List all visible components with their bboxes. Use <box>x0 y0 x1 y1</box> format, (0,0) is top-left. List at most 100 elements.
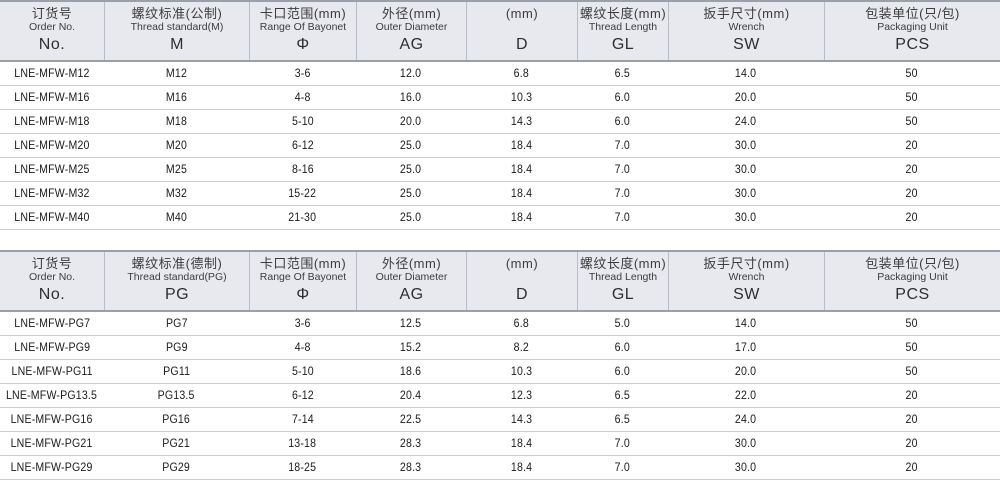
table-cell: 25.0 <box>356 206 466 229</box>
table-row: LNE-MFW-M40 M40 21-30 25.0 18.4 7.0 30.0 20 <box>0 206 1000 230</box>
cell-value: 6.5 <box>614 413 631 426</box>
column-header: 外径(mm) Outer Diameter AG <box>356 252 466 310</box>
cell-value: 12.3 <box>510 389 533 402</box>
column-label-en: Packaging Unit <box>877 271 948 283</box>
table-cell: 6.5 <box>577 408 668 431</box>
cell-value: 7.0 <box>614 437 631 450</box>
cell-value: 6.0 <box>614 91 631 104</box>
cell-value: 6.8 <box>513 67 530 80</box>
cell-value: 18.4 <box>510 461 533 474</box>
column-header-labels: 外径(mm) Outer Diameter <box>376 257 448 284</box>
table-cell: 30.0 <box>668 182 824 205</box>
table-cell: PG13.5 <box>104 384 249 407</box>
spec-table-metric: 订货号 Order No. No. 螺纹标准(公制) Thread standard(M… <box>0 0 1000 230</box>
table-cell: 7.0 <box>577 182 668 205</box>
cell-value: LNE-MFW-M40 <box>14 211 90 224</box>
table-cell: 30.0 <box>668 456 824 479</box>
table-cell: 24.0 <box>668 408 824 431</box>
cell-value: 5-10 <box>291 365 314 378</box>
column-header-labels: 螺纹标准(德制) Thread standard(PG) <box>127 257 226 284</box>
column-code: SW <box>733 36 760 53</box>
column-code: D <box>515 36 529 53</box>
column-label-en: Thread Length <box>588 21 658 33</box>
column-header-labels: 螺纹长度(mm) Thread Length <box>580 7 666 34</box>
table-cell: M18 <box>104 110 249 133</box>
cell-value: 14.0 <box>735 67 757 80</box>
cell-value: 18-25 <box>288 461 317 474</box>
table-cell: 18.4 <box>466 182 577 205</box>
cell-value: 25.0 <box>400 187 422 200</box>
table-cell: 5.0 <box>577 312 668 335</box>
cell-value: PG11 <box>162 365 190 378</box>
table-cell: LNE-MFW-M18 <box>0 110 104 133</box>
column-header-labels: 订货号 Order No. <box>29 256 75 284</box>
cell-value: 13-18 <box>288 437 317 450</box>
cell-value: 5.0 <box>614 317 631 330</box>
cell-value: PG21 <box>162 437 191 450</box>
table-cell: PG21 <box>104 432 249 455</box>
table-header-row: 订货号 Order No. No. 螺纹标准(公制) Thread standard(M… <box>0 0 1000 62</box>
table-cell: 30.0 <box>668 432 824 455</box>
table-cell: M40 <box>104 206 249 229</box>
spec-table-pg: 订货号 Order No. No. 螺纹标准(德制) Thread standard(P… <box>0 250 1000 480</box>
table-cell: 25.0 <box>356 134 466 157</box>
table-cell: 7.0 <box>577 432 668 455</box>
cell-value: 20 <box>905 187 919 200</box>
cell-value: 7.0 <box>614 163 631 176</box>
cell-value: 12.5 <box>400 317 422 330</box>
cell-value: LNE-MFW-M16 <box>14 91 90 104</box>
table-cell: 20 <box>824 134 1000 157</box>
cell-value: 6.0 <box>614 341 631 354</box>
column-header: 扳手尺寸(mm) Wrench SW <box>668 2 824 60</box>
cell-value: 17.0 <box>735 341 757 354</box>
cell-value: 50 <box>905 67 919 80</box>
cell-value: M16 <box>165 91 188 104</box>
table-cell: 3-6 <box>249 62 356 85</box>
column-header-labels: 螺纹标准(公制) Thread standard(M) <box>130 7 224 34</box>
table-cell: 50 <box>824 336 1000 359</box>
table-cell: 14.0 <box>668 62 824 85</box>
cell-value: LNE-MFW-M25 <box>14 163 90 176</box>
column-label-en: Wrench <box>728 21 765 33</box>
column-header-labels: 订货号 Order No. <box>29 7 75 34</box>
cell-value: 25.0 <box>400 211 422 224</box>
cell-value: 24.0 <box>735 413 757 426</box>
cell-value: 28.3 <box>400 461 422 474</box>
column-header: 卡口范围(mm) Range Of Bayonet Φ <box>249 2 356 60</box>
table-cell: 6.5 <box>577 384 668 407</box>
column-header-labels: 外径(mm) Outer Diameter <box>376 7 448 34</box>
table-cell: LNE-MFW-M25 <box>0 158 104 181</box>
cell-value: 15-22 <box>288 187 317 200</box>
column-label-cn: 订货号 <box>31 256 73 271</box>
column-label-cn: 扳手尺寸(mm) <box>703 6 790 21</box>
table-cell: 6-12 <box>249 134 356 157</box>
cell-value: 6.0 <box>614 115 631 128</box>
cell-value: 22.5 <box>400 413 422 426</box>
table-row: LNE-MFW-M12 M12 3-6 12.0 6.8 6.5 14.0 50 <box>0 62 1000 86</box>
column-header-labels: 扳手尺寸(mm) Wrench <box>703 257 789 284</box>
cell-value: 14.3 <box>510 115 533 128</box>
column-code: No. <box>38 286 66 303</box>
cell-value: 7.0 <box>614 461 631 474</box>
table-cell: LNE-MFW-PG7 <box>0 312 104 335</box>
cell-value: M12 <box>165 67 188 80</box>
column-header: 扳手尺寸(mm) Wrench SW <box>668 252 824 310</box>
column-label-en: Thread standard(M) <box>130 21 224 33</box>
table-cell: 20 <box>824 182 1000 205</box>
cell-value: 50 <box>905 91 919 104</box>
cell-value: LNE-MFW-M32 <box>14 187 90 200</box>
column-code: SW <box>733 286 760 303</box>
table-row: LNE-MFW-PG21 PG21 13-18 28.3 18.4 7.0 30.0 20 <box>0 432 1000 456</box>
cell-value: 12.0 <box>400 67 422 80</box>
cell-value: M20 <box>165 139 188 152</box>
cell-value: M25 <box>165 163 188 176</box>
table-cell: LNE-MFW-M40 <box>0 206 104 229</box>
table-header-row: 订货号 Order No. No. 螺纹标准(德制) Thread standard(P… <box>0 250 1000 312</box>
table-cell: 6.0 <box>577 86 668 109</box>
cell-value: 50 <box>905 115 919 128</box>
table-cell: 15-22 <box>249 182 356 205</box>
cell-value: 6.8 <box>513 317 530 330</box>
table-cell: 22.5 <box>356 408 466 431</box>
table-row: LNE-MFW-M18 M18 5-10 20.0 14.3 6.0 24.0 50 <box>0 110 1000 134</box>
